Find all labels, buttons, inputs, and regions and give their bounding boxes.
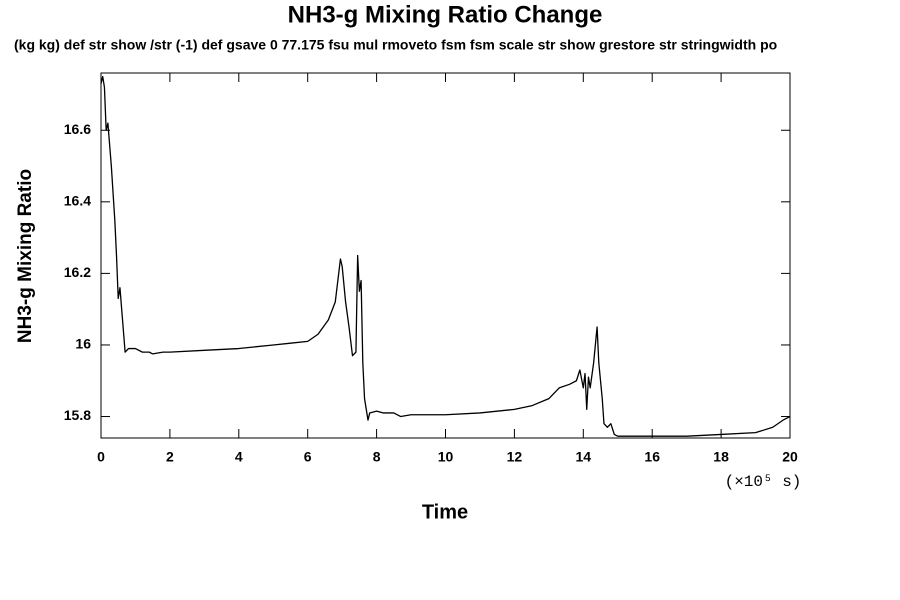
x-tick-label: 2 xyxy=(166,449,174,465)
x-tick-label: 14 xyxy=(576,449,592,465)
y-tick-label: 16 xyxy=(75,336,91,352)
y-tick-label: 16.6 xyxy=(64,121,91,137)
chart-title: NH3-g Mixing Ratio Change xyxy=(288,1,603,28)
x-axis-unit: (×10⁵ s) xyxy=(725,473,802,491)
x-tick-label: 6 xyxy=(304,449,312,465)
plot-frame xyxy=(100,72,791,439)
x-tick-label: 8 xyxy=(373,449,381,465)
x-tick-label: 0 xyxy=(97,449,105,465)
x-axis-label: Time xyxy=(422,501,468,523)
y-tick-label: 15.8 xyxy=(64,407,91,423)
chart-subtitle: (kg kg) def str show /str (-1) def gsave… xyxy=(14,37,777,53)
y-axis-label: NH3-g Mixing Ratio xyxy=(15,169,36,343)
y-tick-label: 16.2 xyxy=(64,264,91,280)
x-tick-label: 4 xyxy=(235,449,243,465)
data-line xyxy=(100,75,791,437)
y-tick-label: 16.4 xyxy=(64,193,91,209)
x-tick-label: 16 xyxy=(644,449,660,465)
x-tick-label: 20 xyxy=(782,449,798,465)
x-tick-label: 12 xyxy=(507,449,523,465)
x-tick-label: 10 xyxy=(438,449,454,465)
x-tick-label: 18 xyxy=(713,449,729,465)
